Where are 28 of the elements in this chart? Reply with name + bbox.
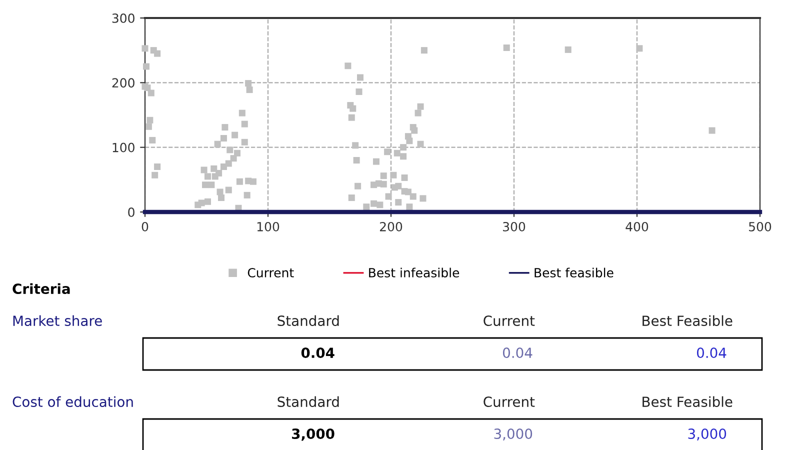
y-tick-label: 300 (112, 13, 134, 23)
y-tick-label: 200 (112, 78, 134, 88)
text: Criteria (12, 283, 70, 294)
x-tick-label: 300 (503, 222, 526, 232)
text: 3,000 (688, 428, 726, 440)
text: 3,000 (292, 428, 334, 441)
text: Best Feasible (642, 396, 732, 408)
y-tick-label: 100 (112, 142, 134, 152)
x-tick-label: 400 (626, 222, 648, 232)
x-tick-label: 100 (257, 222, 280, 232)
text: 0.04 (696, 348, 726, 358)
legend-label: Best infeasible (369, 268, 460, 278)
text: 0.04 (502, 348, 532, 358)
text: Standard (278, 396, 339, 408)
text: 0.04 (301, 348, 334, 358)
text: Current (484, 396, 535, 408)
text: Current (484, 316, 535, 326)
text: 3,000 (494, 428, 532, 440)
x-tick-label: 0 (142, 222, 148, 232)
legend-label: Best feasible (534, 268, 614, 278)
text: Market share (13, 315, 102, 326)
x-tick-label: 200 (380, 222, 402, 232)
text: Standard (278, 315, 339, 326)
y-tick-label: 0 (128, 207, 134, 217)
text: Cost of education (12, 396, 133, 408)
text: Best Feasible (642, 315, 732, 326)
legend-label: Current (248, 268, 294, 278)
x-tick-label: 500 (749, 222, 772, 232)
